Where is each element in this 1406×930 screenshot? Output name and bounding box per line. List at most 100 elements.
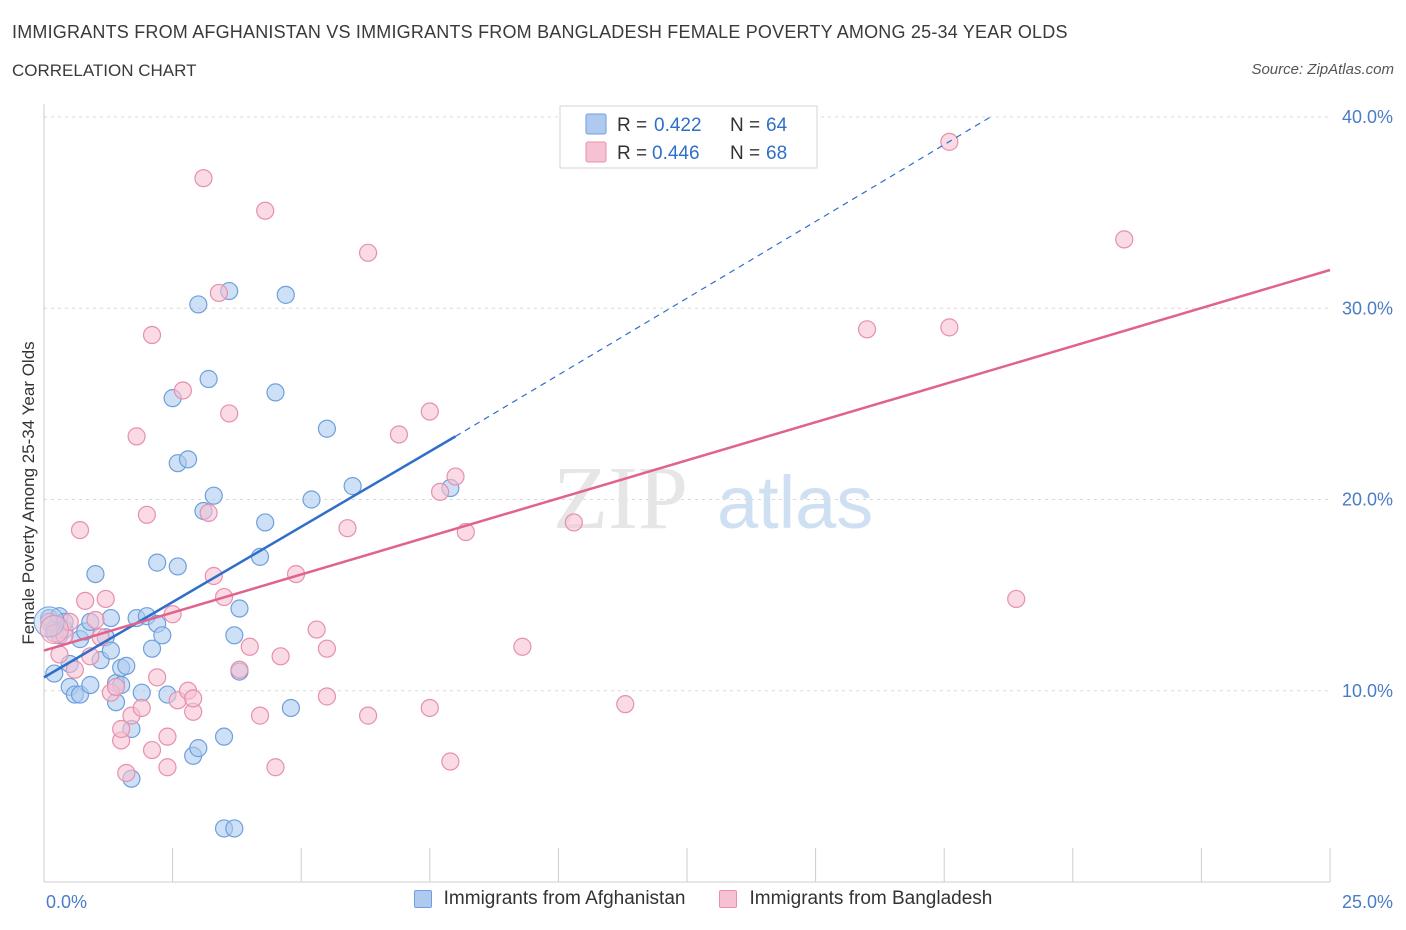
bottom-legend-label-bangladesh: Immigrants from Bangladesh xyxy=(749,888,993,909)
bangladesh-point-51 xyxy=(389,425,409,444)
bangladesh-point-21 xyxy=(142,740,162,760)
bangladesh-point-40 xyxy=(250,706,270,725)
afghanistan-cluster-point xyxy=(33,606,65,638)
afghanistan-point-24 xyxy=(117,656,136,675)
afghanistan-point-58 xyxy=(317,419,337,438)
bangladesh-point-54 xyxy=(430,482,450,501)
bangladesh-point-56 xyxy=(446,467,465,486)
bangladesh-point-41 xyxy=(256,201,275,220)
bangladesh-point-4 xyxy=(60,612,79,632)
bangladesh-point-38 xyxy=(230,660,249,679)
afghanistan-point-43 xyxy=(199,369,218,389)
afghanistan-point-56 xyxy=(281,698,301,718)
axes xyxy=(43,104,1331,883)
bangladesh-point-24 xyxy=(158,727,177,746)
bangladesh-point-60 xyxy=(616,695,635,714)
afghanistan-point-57 xyxy=(302,490,321,509)
legend-swatch-bangladesh xyxy=(585,141,607,163)
watermark-zip: ZIP xyxy=(553,449,688,548)
afghanistan-point-18 xyxy=(101,608,120,628)
bangladesh-point-9 xyxy=(86,610,105,630)
top-legend: R = 0.422 N = 64 R = 0.446 N = 68 xyxy=(559,105,818,169)
bangladesh-point-19 xyxy=(132,698,151,718)
afghanistan-point-55 xyxy=(276,285,295,304)
bangladesh-point-33 xyxy=(199,503,218,522)
bangladesh-point-55 xyxy=(441,752,460,771)
afghanistan-point-41 xyxy=(189,739,208,758)
legend-r-label-2: R = xyxy=(617,143,647,164)
bangladesh-point-63 xyxy=(940,318,959,337)
bangladesh-cluster-point xyxy=(39,615,69,645)
afghanistan-trend-extension xyxy=(455,116,991,437)
bangladesh-point-50 xyxy=(358,706,378,725)
afghanistan-point-46 xyxy=(214,727,234,746)
watermark-atlas: atlas xyxy=(717,461,873,544)
source-credit: Source: ZipAtlas.com xyxy=(1251,61,1394,78)
zipatlas-watermark: ZIP atlas xyxy=(553,449,873,548)
afghanistan-point-32 xyxy=(148,553,167,572)
legend-n-label-1: N = xyxy=(730,115,760,136)
afghanistan-point-14 xyxy=(81,675,100,695)
legend-n-label-2: N = xyxy=(730,143,760,164)
bangladesh-point-61 xyxy=(857,320,877,339)
bangladesh-point-46 xyxy=(317,687,337,706)
bangladesh-point-52 xyxy=(420,402,439,421)
bangladesh-point-11 xyxy=(96,589,115,609)
afghanistan-point-49 xyxy=(225,819,244,838)
afghanistan-point-59 xyxy=(343,477,362,496)
x-tick-label-min: 0.0% xyxy=(46,892,87,912)
bangladesh-point-22 xyxy=(142,325,162,345)
bangladesh-point-18 xyxy=(127,427,146,446)
afghanistan-trend-line xyxy=(43,435,457,679)
afghanistan-point-19 xyxy=(101,641,120,660)
bangladesh-point-59 xyxy=(564,513,583,532)
afghanistan-point-53 xyxy=(256,513,275,532)
legend-swatch-afghanistan xyxy=(585,113,607,135)
swatch-bangladesh xyxy=(719,890,738,908)
tick-labels: 10.0% 20.0% 30.0% 40.0% 0.0% 25.0% xyxy=(46,107,1393,912)
bottom-legend-afghanistan[interactable]: Immigrants from Afghanistan xyxy=(413,888,686,910)
bangladesh-point-7 xyxy=(76,591,95,610)
bangladesh-point-15 xyxy=(112,719,131,739)
bangladesh-point-47 xyxy=(317,639,337,658)
bangladesh-point-53 xyxy=(420,698,439,718)
x-tick-label-max: 25.0% xyxy=(1342,892,1393,912)
afghanistan-point-36 xyxy=(168,557,187,576)
bottom-legend-bangladesh[interactable]: Immigrants from Bangladesh xyxy=(719,888,992,910)
bottom-legend-label-afghanistan: Immigrants from Afghanistan xyxy=(443,888,686,909)
bangladesh-point-28 xyxy=(173,381,192,400)
swatch-afghanistan xyxy=(413,890,432,908)
bangladesh-point-31 xyxy=(184,689,203,708)
trend-lines xyxy=(43,116,1331,679)
y-axis-title: Female Poverty Among 25-34 Year Olds xyxy=(19,341,38,644)
y-tick-label-40: 40.0% xyxy=(1342,107,1393,127)
afghanistan-point-38 xyxy=(178,450,198,469)
legend-n-value-2: 68 xyxy=(766,143,787,164)
afghanistan-point-40 xyxy=(189,295,208,314)
afghanistan-point-50 xyxy=(230,599,249,618)
bangladesh-point-58 xyxy=(513,637,532,656)
afghanistan-point-30 xyxy=(142,639,162,658)
bangladesh-point-43 xyxy=(271,647,290,666)
bangladesh-point-64 xyxy=(1007,589,1026,609)
afghanistan-point-54 xyxy=(266,383,285,402)
bangladesh-point-20 xyxy=(137,505,156,524)
afghanistan-point-33 xyxy=(153,626,172,645)
bangladesh-point-35 xyxy=(209,283,228,303)
legend-n-value-1: 64 xyxy=(766,115,788,136)
gridlines xyxy=(44,116,1330,692)
bangladesh-trend-line xyxy=(43,268,1331,652)
y-tick-label-10: 10.0% xyxy=(1342,681,1393,701)
legend-r-label-1: R = xyxy=(617,115,647,136)
afghanistan-point-48 xyxy=(225,626,244,645)
y-tick-label-20: 20.0% xyxy=(1342,490,1393,510)
bangladesh-point-45 xyxy=(307,620,326,639)
bangladesh-point-16 xyxy=(117,763,136,783)
chart-subtitle: CORRELATION CHART xyxy=(12,61,197,80)
bangladesh-point-48 xyxy=(338,519,357,538)
bangladesh-point-6 xyxy=(70,520,90,540)
bangladesh-point-65 xyxy=(1115,230,1134,249)
bangladesh-point-39 xyxy=(240,637,259,656)
chart-title: IMMIGRANTS FROM AFGHANISTAN VS IMMIGRANT… xyxy=(12,22,1068,42)
legend-r-value-2: 0.446 xyxy=(652,143,700,164)
